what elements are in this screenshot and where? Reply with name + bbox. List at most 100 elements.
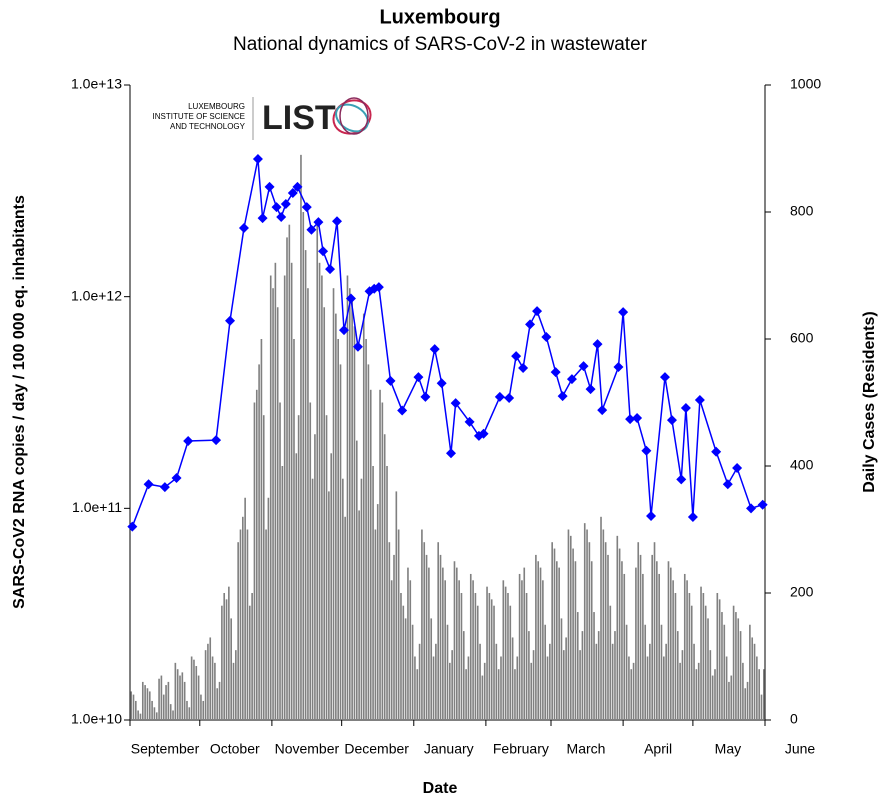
data-point <box>478 428 489 439</box>
y-tick-label: 1.0e+12 <box>71 287 122 303</box>
bar <box>614 631 616 720</box>
bar <box>158 678 160 720</box>
bar <box>472 580 474 720</box>
bar <box>735 612 737 720</box>
bar <box>307 288 309 720</box>
bar <box>365 339 367 720</box>
bar <box>411 624 414 720</box>
bar <box>569 535 572 720</box>
chart-title: Luxembourg <box>379 6 500 28</box>
bar <box>179 675 181 720</box>
bar <box>576 612 579 720</box>
data-point <box>694 394 705 405</box>
bar <box>176 669 179 720</box>
data-point <box>632 413 643 424</box>
data-point <box>722 479 733 490</box>
data-point <box>257 213 268 224</box>
bar <box>511 637 514 720</box>
bar <box>565 637 567 720</box>
bar <box>351 300 353 720</box>
bar <box>407 567 409 720</box>
data-point <box>450 398 461 409</box>
bar <box>265 529 267 720</box>
bar <box>146 688 149 720</box>
bar <box>490 599 493 720</box>
y2-tick-label: 600 <box>790 330 814 346</box>
bar <box>390 580 393 720</box>
bar <box>211 656 214 720</box>
bar <box>637 542 640 720</box>
bar <box>244 497 246 720</box>
bar <box>656 561 658 720</box>
bar <box>383 434 386 720</box>
bar <box>188 707 191 720</box>
bar <box>625 624 628 720</box>
bar <box>462 631 465 720</box>
data-point <box>171 473 182 484</box>
bar <box>583 523 586 720</box>
bar <box>309 402 312 720</box>
bar <box>607 554 609 720</box>
bar <box>360 478 363 720</box>
data-point <box>532 306 543 317</box>
bar <box>379 389 381 720</box>
bar <box>525 593 528 720</box>
bar <box>274 262 277 720</box>
bar <box>190 656 193 720</box>
bar <box>228 586 230 720</box>
bar <box>658 573 660 720</box>
bar <box>635 567 637 720</box>
bar <box>500 656 502 720</box>
data-line <box>131 158 763 527</box>
bar <box>558 567 560 720</box>
bar <box>386 466 388 720</box>
bar <box>193 659 195 720</box>
bar <box>293 339 295 720</box>
bar <box>325 415 328 720</box>
bar <box>367 364 370 720</box>
bar <box>514 669 516 720</box>
bar <box>488 593 491 720</box>
bar <box>335 313 337 720</box>
bar <box>537 561 540 720</box>
bar <box>437 542 440 720</box>
bar <box>504 586 507 720</box>
data-point <box>518 363 529 374</box>
bar <box>204 650 207 720</box>
bar <box>223 593 226 720</box>
bar <box>444 580 446 720</box>
bar <box>328 491 330 720</box>
data-point <box>338 325 349 336</box>
data-point <box>373 282 384 293</box>
bar <box>749 624 751 720</box>
bar <box>700 586 702 720</box>
x-tick-label: June <box>785 741 816 757</box>
data-point <box>585 384 596 395</box>
y2-tick-label: 0 <box>790 711 798 727</box>
bar <box>549 643 551 720</box>
bar <box>130 691 132 720</box>
bar <box>588 542 591 720</box>
bar <box>425 554 428 720</box>
bar <box>230 618 232 720</box>
bar <box>435 643 437 720</box>
bar <box>237 542 239 720</box>
bar <box>509 605 512 720</box>
bar <box>207 643 209 720</box>
bar <box>332 288 335 720</box>
bar <box>676 631 679 720</box>
bar <box>728 681 730 720</box>
bar <box>135 700 137 720</box>
bar <box>311 478 314 720</box>
bar <box>562 650 565 720</box>
data-point <box>325 264 336 275</box>
data-point <box>618 307 629 318</box>
y2-tick-label: 1000 <box>790 76 821 92</box>
bar <box>518 573 521 720</box>
bar <box>453 561 456 720</box>
data-point <box>252 154 263 165</box>
bar <box>495 643 498 720</box>
bar <box>593 612 595 720</box>
logo-text: AND TECHNOLOGY <box>170 122 246 131</box>
